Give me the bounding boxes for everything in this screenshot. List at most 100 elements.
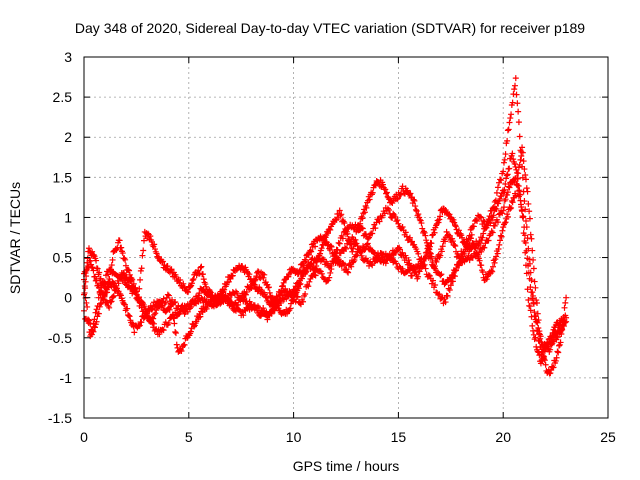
- data-point-marker: [349, 248, 356, 255]
- data-point-marker: [459, 255, 466, 262]
- data-point-marker: [519, 149, 526, 156]
- data-point-marker: [336, 207, 343, 214]
- data-point-marker: [188, 280, 195, 287]
- data-point-marker: [318, 270, 325, 277]
- data-point-marker: [489, 229, 496, 236]
- data-point-marker: [503, 175, 510, 182]
- data-point-marker: [415, 273, 422, 280]
- data-point-marker: [499, 227, 506, 234]
- data-point-marker: [177, 346, 184, 353]
- data-point-marker: [487, 220, 494, 227]
- data-point-marker: [489, 268, 496, 275]
- data-point-marker: [524, 235, 531, 242]
- data-point-marker: [479, 269, 486, 276]
- data-point-marker: [265, 284, 272, 291]
- data-point-marker: [529, 322, 536, 329]
- data-point-marker: [325, 277, 332, 284]
- data-point-marker: [196, 290, 203, 297]
- data-point-marker: [506, 184, 513, 191]
- data-point-marker: [339, 235, 346, 242]
- data-point-marker: [169, 311, 176, 318]
- data-point-marker: [449, 278, 456, 285]
- data-point-marker: [529, 247, 536, 254]
- data-point-marker: [535, 325, 542, 332]
- data-point-marker: [555, 349, 562, 356]
- data-point-marker: [498, 177, 505, 184]
- data-point-marker: [438, 295, 445, 302]
- data-point-marker: [382, 260, 389, 267]
- data-point-marker: [120, 269, 127, 276]
- data-point-marker: [507, 205, 514, 212]
- data-point-marker: [172, 298, 179, 305]
- data-point-marker: [447, 275, 454, 282]
- data-point-marker: [366, 196, 373, 203]
- data-point-marker: [532, 284, 539, 291]
- data-point-marker: [491, 198, 498, 205]
- data-point-marker: [436, 216, 443, 223]
- data-point-marker: [409, 272, 416, 279]
- data-point-marker: [372, 182, 379, 189]
- data-point-marker: [421, 229, 428, 236]
- data-point-marker: [481, 244, 488, 251]
- data-point-marker: [350, 224, 357, 231]
- data-point-marker: [337, 250, 344, 257]
- data-point-marker: [382, 186, 389, 193]
- data-point-marker: [451, 222, 458, 229]
- data-point-marker: [526, 215, 533, 222]
- data-point-marker: [500, 224, 507, 231]
- data-point-marker: [312, 266, 319, 273]
- data-point-marker: [110, 279, 117, 286]
- data-point-marker: [253, 307, 260, 314]
- data-point-marker: [153, 250, 160, 257]
- y-tick-label: 1: [64, 209, 72, 225]
- data-point-marker: [446, 286, 453, 293]
- data-point-marker: [187, 304, 194, 311]
- data-point-marker: [524, 255, 531, 262]
- data-point-marker: [242, 291, 249, 298]
- data-point-marker: [316, 267, 323, 274]
- data-point-marker: [496, 211, 503, 218]
- data-point-marker: [446, 232, 453, 239]
- data-point-marker: [199, 271, 206, 278]
- data-point-marker: [503, 172, 510, 179]
- data-point-marker: [83, 266, 90, 273]
- data-point-marker: [354, 242, 361, 249]
- data-point-marker: [552, 357, 559, 364]
- data-point-marker: [441, 296, 448, 303]
- data-point-marker: [513, 91, 520, 98]
- data-point-marker: [254, 268, 261, 275]
- data-point-marker: [141, 314, 148, 321]
- data-point-marker: [291, 296, 298, 303]
- data-point-marker: [561, 304, 568, 311]
- data-point-marker: [140, 237, 147, 244]
- data-point-marker: [526, 303, 533, 310]
- data-point-marker: [151, 241, 158, 248]
- data-point-marker: [173, 341, 180, 348]
- data-point-marker: [156, 331, 163, 338]
- data-point-marker: [131, 329, 138, 336]
- data-point-marker: [275, 293, 282, 300]
- data-point-marker: [297, 280, 304, 287]
- data-point-marker: [452, 223, 459, 230]
- x-axis-label: GPS time / hours: [293, 458, 400, 474]
- data-point-marker: [520, 213, 527, 220]
- data-point-marker: [125, 266, 132, 273]
- data-point-marker: [488, 267, 495, 274]
- data-point-marker: [525, 262, 532, 269]
- data-point-marker: [420, 228, 427, 235]
- data-point-marker: [197, 264, 204, 271]
- data-point-marker: [447, 282, 454, 289]
- data-point-marker: [504, 137, 511, 144]
- data-point-marker: [539, 348, 546, 355]
- data-point-marker: [302, 290, 309, 297]
- data-point-marker: [96, 303, 103, 310]
- data-point-marker: [190, 275, 197, 282]
- data-point-marker: [541, 356, 548, 363]
- data-point-marker: [506, 165, 513, 172]
- data-point-marker: [415, 211, 422, 218]
- x-tick-label: 25: [600, 429, 616, 445]
- data-point-marker: [506, 119, 513, 126]
- data-point-marker: [501, 220, 508, 227]
- data-point-marker: [505, 183, 512, 190]
- data-point-marker: [305, 283, 312, 290]
